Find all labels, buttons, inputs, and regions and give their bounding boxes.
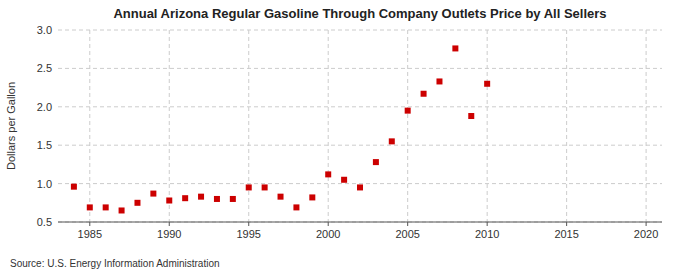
point (436, 78, 442, 84)
point (405, 108, 411, 114)
y-tick-label: 1.0 (37, 178, 52, 190)
marks (71, 45, 490, 213)
x-tick-mark (566, 222, 567, 226)
x-tick-mark (407, 222, 408, 226)
point (341, 177, 347, 183)
point (198, 194, 204, 200)
y-tick-label: 1.5 (37, 139, 52, 151)
y-tick-label: 0.5 (37, 216, 52, 228)
x-tick-label: 2015 (554, 228, 578, 240)
x-tick-mark (646, 222, 647, 226)
y-grid-line (58, 222, 662, 223)
x-tick-label: 1990 (157, 228, 181, 240)
grid (58, 30, 662, 222)
x-tick-label: 2020 (634, 228, 658, 240)
point (134, 200, 140, 206)
x-axis-line (58, 222, 662, 223)
x-grid-line (566, 30, 567, 222)
x-tick-mark (328, 222, 329, 226)
title: Annual Arizona Regular Gasoline Through … (113, 6, 606, 21)
point (87, 204, 93, 210)
point (103, 204, 109, 210)
x-tick-label: 1985 (78, 228, 102, 240)
y-tick-label: 3.0 (37, 24, 52, 36)
x-tick-mark (487, 222, 488, 226)
chart-svg: 0.5 1.0 1.5 2.0 2.5 3.0 1985 1990 1995 2000 2005 20… (0, 0, 675, 275)
point (166, 197, 172, 203)
point (278, 194, 284, 200)
point (309, 194, 315, 200)
x-grid-line (248, 30, 249, 222)
x-tick-label: 2010 (475, 228, 499, 240)
y-tick-label: 2.0 (37, 101, 52, 113)
x-tick-label: 2000 (316, 228, 340, 240)
chart-container: 0.5 1.0 1.5 2.0 2.5 3.0 1985 1990 1995 2000 2005 20… (0, 0, 675, 275)
annotation: Source: U.S. Energy Information Administ… (10, 258, 220, 269)
x-tick-mark (89, 222, 90, 226)
point (262, 184, 268, 190)
point (452, 45, 458, 51)
x-grid-line (487, 30, 488, 222)
y-grid-line (58, 30, 662, 31)
x-grid-line (169, 30, 170, 222)
x-tick-label: 1995 (236, 228, 260, 240)
point (357, 184, 363, 190)
y-grid-line (58, 183, 662, 184)
point (246, 184, 252, 190)
point (182, 195, 188, 201)
point (373, 159, 379, 165)
point (119, 207, 125, 213)
point (325, 171, 331, 177)
x-tick-label: 2005 (395, 228, 419, 240)
point (293, 204, 299, 210)
point (389, 138, 395, 144)
x-grid-line (328, 30, 329, 222)
axes: 0.5 1.0 1.5 2.0 2.5 3.0 1985 1990 1995 2000 2005 20… (37, 24, 662, 240)
page: {"chart_data": {"type": "scatter", "titl… (0, 0, 675, 275)
point (468, 113, 474, 119)
x-tick-mark (169, 222, 170, 226)
point (214, 196, 220, 202)
y-grid-line (58, 106, 662, 107)
x-tick-mark (248, 222, 249, 226)
x-grid-line (646, 30, 647, 222)
point (484, 81, 490, 87)
x-grid-line (89, 30, 90, 222)
y-tick-label: 2.5 (37, 62, 52, 74)
point (230, 196, 236, 202)
x-grid-line (407, 30, 408, 222)
point (71, 184, 77, 190)
y-grid-line (58, 145, 662, 146)
point (421, 91, 427, 97)
point (150, 191, 156, 197)
y-grid-line (58, 68, 662, 69)
y-axis-label: Dollars per Gallon (5, 82, 17, 170)
